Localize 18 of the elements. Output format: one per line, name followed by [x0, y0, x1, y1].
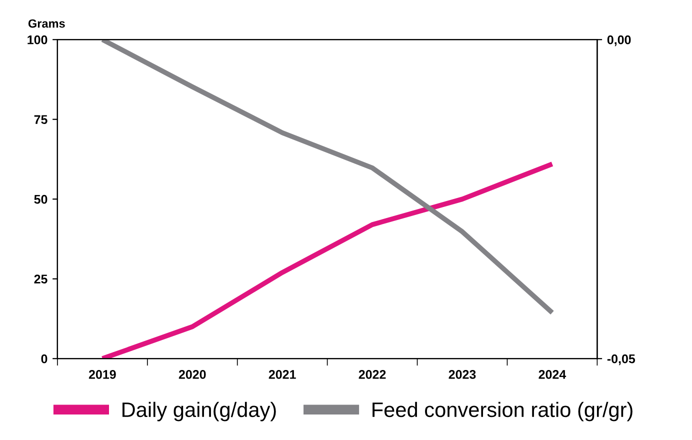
y2-tick-label: -0,05: [607, 354, 636, 366]
x-tick-label: 2022: [358, 370, 386, 379]
line-series: [100, 162, 555, 359]
line-series: [100, 40, 555, 316]
legend-label: Feed conversion ratio (gr/gr): [372, 402, 632, 422]
x-tick-label: 2023: [448, 370, 476, 379]
y-tick-label: 50: [34, 194, 48, 204]
x-tick-label: 2020: [178, 370, 206, 379]
y2-tick-label: 0,00: [607, 35, 631, 46]
x-tick-label: 2021: [268, 370, 296, 379]
y-tick-label: 100: [28, 35, 48, 44]
y-tick-label: 75: [34, 115, 48, 124]
y-tick-label: 0: [41, 354, 48, 364]
y-axis-title: Grams: [28, 19, 65, 28]
x-tick-label: 2019: [88, 370, 116, 379]
y-tick-label: 25: [34, 274, 48, 284]
legend-label: Daily gain(g/day): [122, 402, 276, 422]
x-tick-label: 2024: [538, 370, 566, 379]
